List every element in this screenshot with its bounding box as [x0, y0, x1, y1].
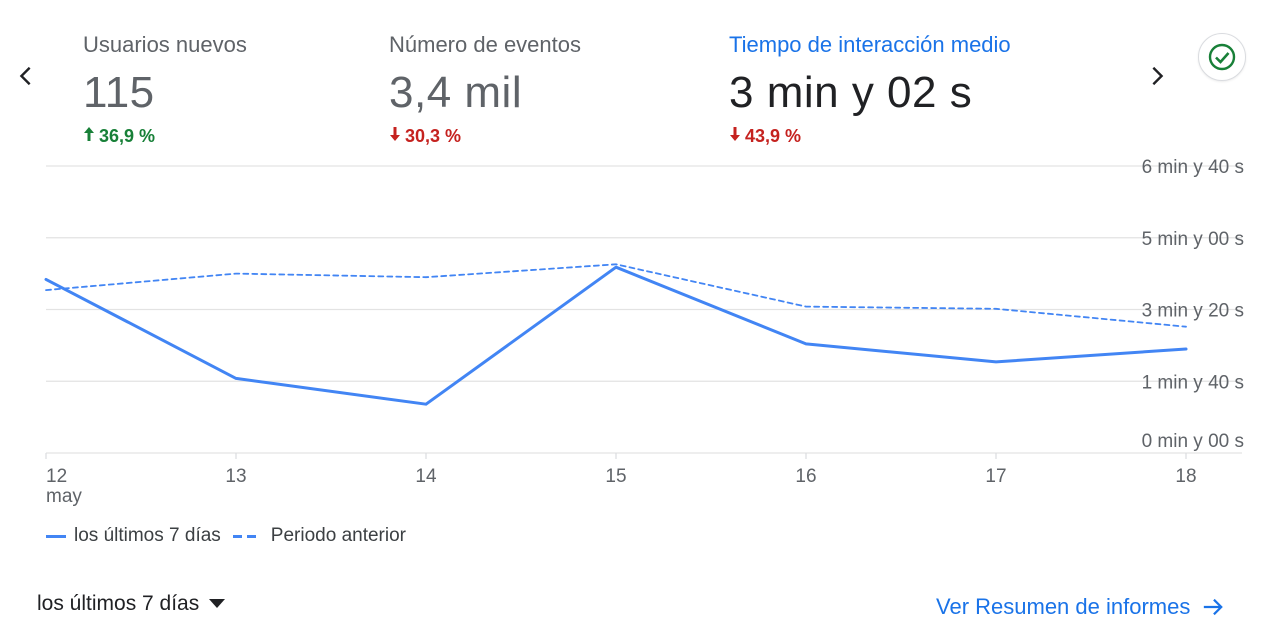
report-link-label: Ver Resumen de informes [936, 594, 1191, 619]
series-line-previous-period [45, 263, 1187, 328]
legend-label: Periodo anterior [270, 525, 406, 546]
metric-value: 115 [83, 68, 155, 117]
x-tick-label: 15 [605, 466, 626, 487]
x-tick-label: 17 [985, 466, 1006, 487]
y-tick-label: 5 min y 00 s [1142, 229, 1244, 250]
arrow-up-icon [83, 126, 95, 147]
metric-change-value: 43,9 % [745, 126, 802, 146]
legend-swatch-solid [46, 534, 66, 538]
metric-value: 3 min y 02 s [729, 68, 973, 117]
metric-change: 36,9 % [83, 126, 247, 147]
metric-engagement-time[interactable]: Tiempo de interacción medio 3 min y 02 s… [729, 32, 1011, 147]
x-tick-label: 13 [225, 466, 246, 487]
previous-button[interactable] [8, 58, 44, 94]
metric-label: Usuarios nuevos [83, 32, 247, 57]
legend-item-current[interactable]: los últimos 7 días [46, 525, 221, 547]
arrow-right-icon [1204, 598, 1224, 616]
metric-value: 3,4 mil [389, 68, 523, 117]
check-circle-icon [1208, 43, 1236, 71]
y-tick-label: 6 min y 40 s [1142, 157, 1244, 178]
x-tick-label: 18 [1175, 466, 1196, 487]
status-check-button[interactable] [1198, 33, 1246, 81]
metric-label: Número de eventos [389, 32, 581, 57]
chart-legend: los últimos 7 días Periodo anterior [46, 525, 418, 547]
arrow-down-icon [389, 126, 401, 147]
legend-item-previous[interactable]: Periodo anterior [232, 525, 406, 547]
y-tick-label: 0 min y 00 s [1142, 431, 1244, 452]
metric-change: 30,3 % [389, 126, 581, 147]
arrow-down-icon [729, 126, 741, 147]
line-chart: 0 min y 00 s 1 min y 40 s 3 min y 20 s 5 mi… [44, 157, 1244, 507]
y-tick-label: 3 min y 20 s [1142, 301, 1244, 322]
view-reports-link[interactable]: Ver Resumen de informes [936, 594, 1224, 620]
legend-swatch-dashed [232, 534, 261, 538]
legend-label: los últimos 7 días [74, 525, 221, 546]
next-button[interactable] [1139, 58, 1175, 94]
x-tick-sublabel: may [46, 486, 82, 507]
x-tick-label: 14 [415, 466, 437, 487]
metric-change-value: 30,3 % [405, 126, 462, 146]
metric-change-value: 36,9 % [99, 126, 156, 146]
chevron-left-icon [19, 66, 31, 86]
metric-label: Tiempo de interacción medio [729, 32, 1011, 57]
period-dropdown[interactable]: los últimos 7 días [37, 592, 226, 616]
x-tick-label: 12 [46, 466, 67, 487]
series-line-last-7-days [44, 265, 1188, 406]
metric-event-count[interactable]: Número de eventos 3,4 mil 30,3 % [389, 32, 581, 147]
y-tick-label: 1 min y 40 s [1142, 372, 1244, 393]
chevron-right-icon [1152, 66, 1164, 86]
caret-down-icon [209, 599, 226, 608]
metric-new-users[interactable]: Usuarios nuevos 115 36,9 % [83, 32, 247, 147]
x-tick-label: 16 [795, 466, 816, 487]
period-label: los últimos 7 días [37, 592, 200, 615]
metric-change: 43,9 % [729, 126, 1011, 147]
